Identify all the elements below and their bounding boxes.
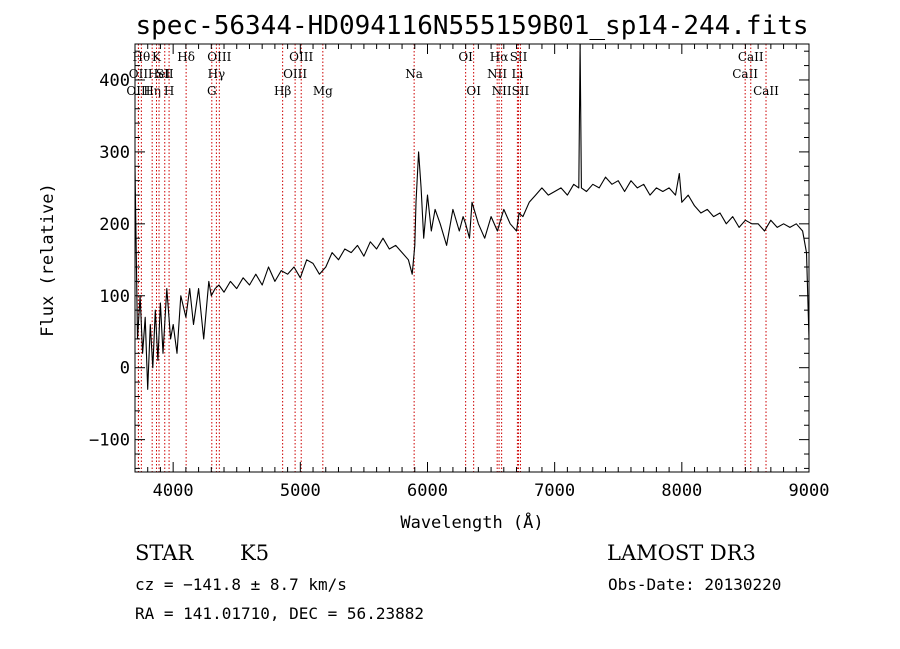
redshift-velocity: cz = −141.8 ± 8.7 km/s xyxy=(135,575,347,594)
line-label: NII xyxy=(492,84,512,98)
line-label: G xyxy=(207,84,217,98)
x-tick-label: 4000 xyxy=(153,481,194,501)
line-label: SII xyxy=(512,84,530,98)
y-tick-label: 200 xyxy=(99,215,130,235)
line-label: Mg xyxy=(313,84,333,98)
line-label: Hδ xyxy=(177,50,195,64)
line-label: Hα xyxy=(490,50,509,64)
x-tick-label: 9000 xyxy=(789,481,830,501)
spectral-lines-layer: HθOIIOIIIHηKHeISIIHHδGHγOIIIHβOIIIOIIIMg… xyxy=(126,44,779,472)
x-tick-label: 6000 xyxy=(407,481,448,501)
line-label: Hβ xyxy=(274,84,291,98)
line-label: Li xyxy=(511,67,523,81)
line-label: CaII xyxy=(732,67,758,81)
line-label: CaII xyxy=(738,50,764,64)
line-label: K xyxy=(152,50,162,64)
y-axis-label: Flux (relative) xyxy=(38,183,58,337)
line-label: CaII xyxy=(753,84,779,98)
line-label: OII xyxy=(129,67,149,81)
observation-date: Obs-Date: 20130220 xyxy=(608,575,782,594)
line-label: Hη xyxy=(143,84,161,98)
object-class: STAR xyxy=(135,541,194,565)
y-tick-label: 0 xyxy=(120,359,130,379)
line-label: SII xyxy=(156,67,174,81)
spectrum-line xyxy=(134,43,810,390)
plot-frame xyxy=(134,43,810,473)
y-tick-label: 300 xyxy=(99,143,130,163)
x-axis-label: Wavelength (Å) xyxy=(400,511,543,533)
y-tick-label: 100 xyxy=(99,287,130,307)
line-label: OIII xyxy=(126,84,150,98)
line-label: OIII xyxy=(207,50,231,64)
y-tick-label: 400 xyxy=(99,71,130,91)
line-label: OIII xyxy=(283,67,307,81)
series-layer xyxy=(134,43,810,390)
line-label: Na xyxy=(405,67,423,81)
chart-title: spec-56344-HD094116N555159B01_sp14-244.f… xyxy=(135,11,808,41)
line-label: OIII xyxy=(289,50,313,64)
line-label: OI xyxy=(466,84,481,98)
line-label: OI xyxy=(458,50,473,64)
line-label: H xyxy=(164,84,174,98)
line-label: Hθ xyxy=(133,50,151,64)
x-tick-label: 5000 xyxy=(280,481,321,501)
line-label: SII xyxy=(510,50,528,64)
axes-layer: 4000 5000 6000 7000 8000 9000 −100 0 100 200 300 40… xyxy=(89,43,830,501)
x-tick-label: 8000 xyxy=(661,481,702,501)
x-tick-label: 7000 xyxy=(534,481,575,501)
line-label: NII xyxy=(487,67,507,81)
coordinates: RA = 141.01710, DEC = 56.23882 xyxy=(135,604,424,623)
object-subclass: K5 xyxy=(240,541,270,565)
survey-name: LAMOST DR3 xyxy=(607,541,756,565)
y-tick-label: −100 xyxy=(89,431,130,451)
line-label: HeI xyxy=(148,67,171,81)
line-label: Hγ xyxy=(208,67,226,81)
